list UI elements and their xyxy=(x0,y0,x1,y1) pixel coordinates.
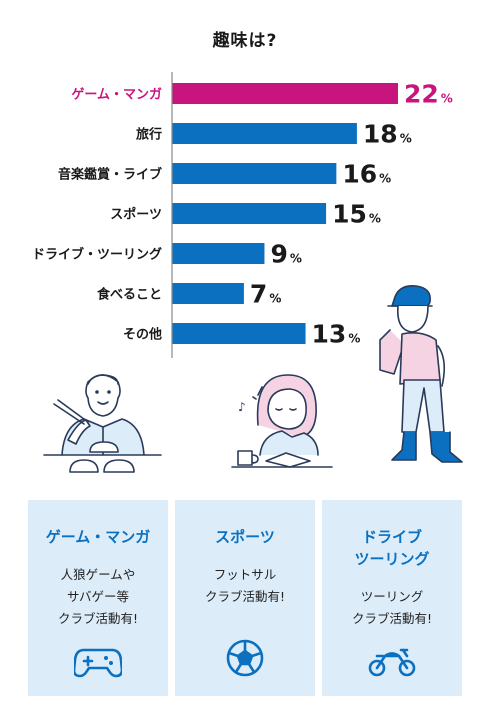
category-label: 旅行 xyxy=(136,127,162,143)
bar xyxy=(172,323,306,344)
value-label: 13% xyxy=(312,320,361,349)
card-title: ゲーム・マンガ xyxy=(45,528,151,546)
category-label: その他 xyxy=(123,327,162,343)
bar xyxy=(172,123,357,144)
card-description: 人狼ゲームや サバゲー等 クラブ活動有! xyxy=(57,567,138,626)
category-label: 音楽鑑賞・ライブ xyxy=(58,167,162,183)
bar xyxy=(172,283,244,304)
value-label: 7% xyxy=(250,280,281,309)
card-description: フットサル クラブ活動有! xyxy=(204,567,285,604)
club-card-sports: スポーツ フットサル クラブ活動有! xyxy=(175,500,315,696)
category-label: 食べること xyxy=(97,287,162,303)
card-title: ドライブ ツーリング xyxy=(354,528,430,568)
person-eating-illustration xyxy=(43,374,162,473)
bar xyxy=(172,163,337,184)
value-label: 9% xyxy=(270,240,301,269)
svg-text:♪: ♪ xyxy=(238,400,246,414)
club-card-touring: ドライブ ツーリング ツーリング クラブ活動有! xyxy=(322,500,462,696)
club-card-games: ゲーム・マンガ 人狼ゲームや サバゲー等 クラブ活動有! xyxy=(28,500,168,696)
category-label: ゲーム・マンガ xyxy=(71,87,162,103)
card-description: ツーリング クラブ活動有! xyxy=(351,589,432,626)
value-label: 16% xyxy=(342,160,391,189)
chart-title: 趣味は? xyxy=(212,31,278,51)
bar xyxy=(172,243,265,264)
category-label: スポーツ xyxy=(110,207,162,223)
card-title: スポーツ xyxy=(215,528,275,546)
bar xyxy=(172,203,327,224)
value-label: 15% xyxy=(332,200,381,229)
motorcycle-icon xyxy=(368,648,416,677)
person-hiking-illustration xyxy=(379,284,463,463)
soccer-ball-icon xyxy=(226,639,264,677)
bar-chart: ゲーム・マンガ 22 % 旅行 18 % 音楽鑑賞・ライブ 16 % スポーツ 15 % ドライブ・ツー… xyxy=(32,72,453,358)
category-label: ドライブ・ツーリング xyxy=(32,247,162,263)
bar xyxy=(172,83,398,104)
person-reading-illustration: ♪ xyxy=(231,374,333,468)
gamepad-icon xyxy=(74,648,122,678)
value-label: 18% xyxy=(363,120,412,149)
value-label: 22% xyxy=(404,80,453,109)
